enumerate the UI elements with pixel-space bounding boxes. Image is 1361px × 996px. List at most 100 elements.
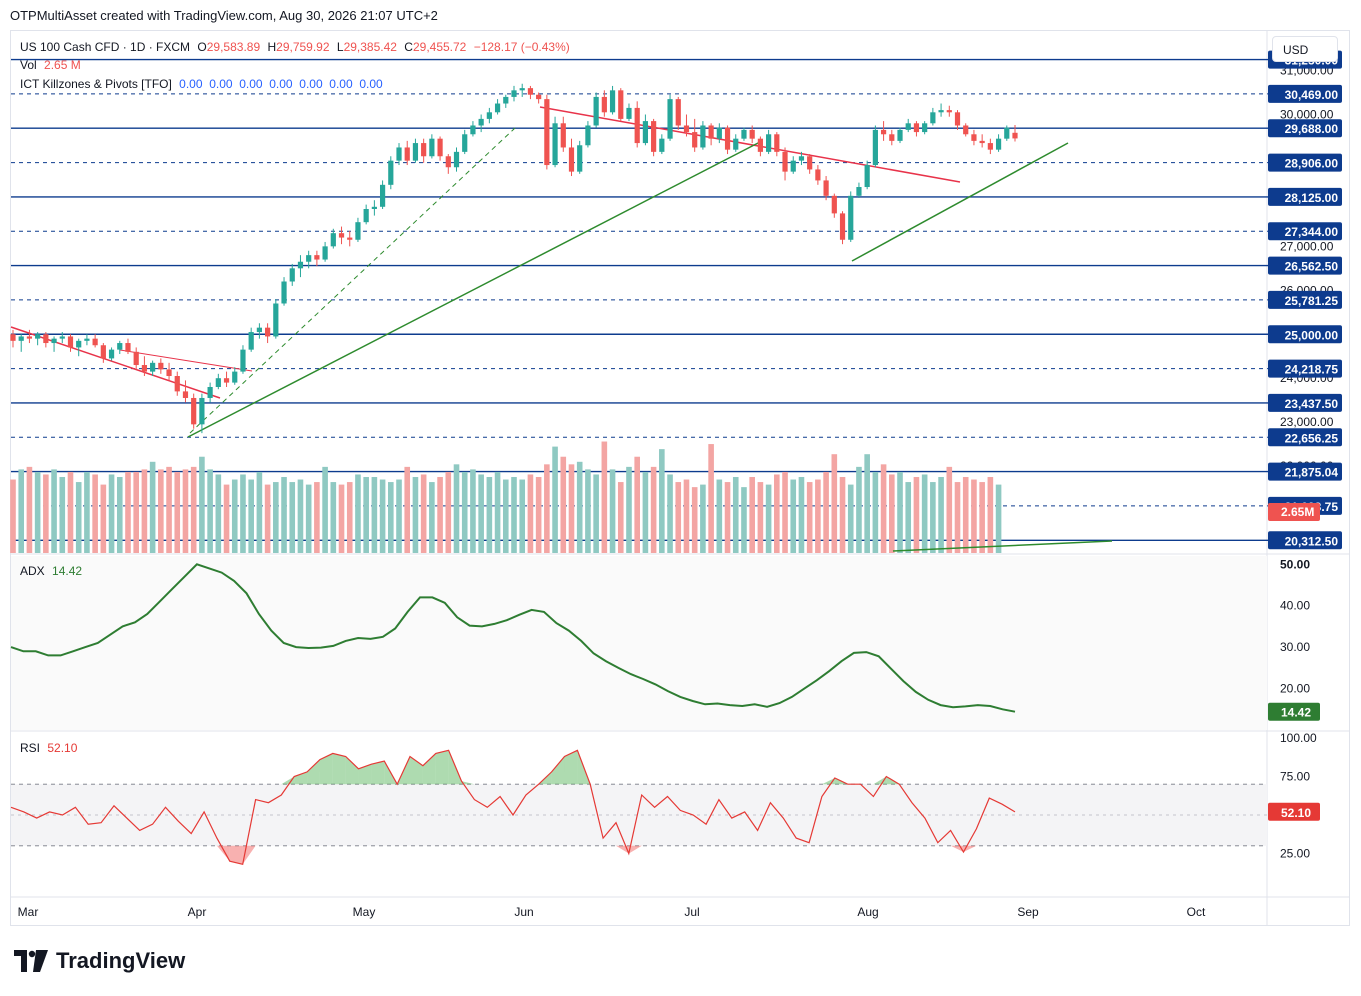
volume-bar bbox=[437, 477, 443, 553]
volume-bar bbox=[248, 479, 254, 553]
candle-body bbox=[182, 391, 189, 398]
volume-bar bbox=[806, 482, 813, 553]
trendline-green bbox=[851, 142, 1069, 262]
candle-body bbox=[191, 397, 197, 425]
volume-bar bbox=[264, 484, 271, 553]
volume-bar bbox=[256, 471, 263, 553]
volume-bar bbox=[683, 479, 690, 553]
candle-body bbox=[462, 134, 468, 152]
volume-bar bbox=[199, 456, 205, 553]
candle-body bbox=[831, 195, 837, 214]
volume-bar bbox=[782, 471, 788, 553]
candle-body bbox=[43, 334, 49, 344]
candle-body bbox=[716, 127, 722, 139]
rsi-overbought-fill bbox=[435, 750, 449, 785]
volume-bar bbox=[158, 469, 164, 553]
volume-bar bbox=[116, 477, 123, 553]
rsi-value-box bbox=[1268, 802, 1320, 821]
volume-bar bbox=[815, 479, 821, 553]
candle-body bbox=[749, 129, 755, 139]
volume-bar bbox=[716, 479, 723, 553]
attribution-text: OTPMultiAsset created with TradingView.c… bbox=[10, 8, 438, 23]
volume-bar bbox=[141, 469, 148, 553]
rsi-overbought-fill bbox=[551, 756, 565, 785]
volume-bar bbox=[363, 477, 369, 553]
candle-body bbox=[174, 376, 180, 392]
volume-bar bbox=[872, 471, 879, 553]
volume-tag-box bbox=[1268, 503, 1320, 521]
candle-body bbox=[125, 343, 131, 352]
volume-bar bbox=[905, 482, 912, 553]
x-axis-month-label: Mar bbox=[18, 905, 39, 919]
candle-body bbox=[84, 338, 90, 341]
volume-bar bbox=[470, 469, 476, 553]
adx-legend-value: 14.42 bbox=[52, 564, 83, 578]
volume-bar bbox=[634, 456, 640, 553]
volume-bar bbox=[322, 466, 328, 553]
candle-body bbox=[273, 303, 279, 337]
candle-body bbox=[872, 129, 878, 166]
rsi-overbought-fill bbox=[319, 753, 333, 785]
rsi-band bbox=[11, 784, 1267, 846]
candle-body bbox=[601, 96, 607, 113]
rsi-overbought-fill bbox=[564, 750, 578, 785]
volume-bar bbox=[10, 479, 16, 553]
candle-body bbox=[585, 125, 591, 146]
adx-tick-label: 20.00 bbox=[1280, 682, 1310, 696]
candle-body bbox=[453, 151, 460, 168]
rsi-oversold-fill bbox=[229, 845, 243, 865]
volume-bar bbox=[593, 474, 599, 553]
candle-body bbox=[889, 134, 895, 141]
volume-bar bbox=[831, 454, 838, 553]
volume-bar bbox=[396, 479, 402, 553]
low-label: L bbox=[336, 40, 344, 54]
volume-bar bbox=[609, 469, 616, 553]
volume-bar bbox=[34, 471, 41, 553]
candle-body bbox=[782, 151, 788, 172]
currency-button[interactable]: USD bbox=[1272, 36, 1338, 62]
volume-bar bbox=[100, 484, 107, 553]
candle-body bbox=[338, 233, 345, 238]
volume-bar bbox=[330, 482, 337, 553]
tradingview-logo[interactable]: TradingView bbox=[14, 948, 185, 974]
volume-bar bbox=[190, 466, 197, 553]
volume-bar bbox=[667, 474, 673, 553]
x-axis-month-label: Oct bbox=[1187, 905, 1206, 919]
candle-body bbox=[733, 138, 739, 150]
volume-tag-label: 2.65M bbox=[1281, 505, 1314, 519]
volume-bar bbox=[223, 484, 230, 553]
candle-body bbox=[92, 338, 98, 346]
volume-bar bbox=[511, 477, 517, 553]
volume-bar bbox=[445, 471, 452, 553]
volume-bar bbox=[626, 466, 632, 553]
candle-body bbox=[166, 369, 172, 377]
volume-bar bbox=[305, 484, 312, 553]
volume-bar bbox=[790, 479, 797, 553]
volume-bar bbox=[700, 484, 706, 553]
volume-bar bbox=[231, 479, 238, 553]
adx-pane-bg bbox=[11, 556, 1267, 730]
level-label: 26,562.50 bbox=[1285, 260, 1339, 274]
candle-body bbox=[692, 132, 698, 148]
candle-body bbox=[10, 334, 16, 341]
trendline-green-dashed bbox=[189, 127, 516, 434]
candle-body bbox=[790, 160, 796, 172]
candle-body bbox=[626, 107, 632, 119]
candle-body bbox=[232, 371, 238, 383]
rsi-line bbox=[10, 749, 1016, 866]
ict-legend: ICT Killzones & Pivots [TFO] 0.00 0.00 0… bbox=[20, 77, 387, 91]
level-label: 22,656.25 bbox=[1285, 431, 1339, 445]
symbol-name: US 100 Cash CFD · 1D · FXCM bbox=[20, 40, 191, 54]
level-label: 23,437.50 bbox=[1285, 397, 1339, 411]
candle-body bbox=[240, 349, 246, 372]
rsi-overbought-fill bbox=[307, 759, 320, 785]
open-label: O bbox=[197, 40, 207, 54]
volume-bar bbox=[691, 487, 698, 553]
candle-body bbox=[18, 336, 24, 341]
volume-bar bbox=[650, 466, 657, 553]
volume-bar bbox=[765, 484, 772, 553]
candle-body bbox=[675, 99, 681, 126]
level-label: 29,688.00 bbox=[1285, 122, 1339, 136]
volume-bar bbox=[346, 482, 353, 553]
